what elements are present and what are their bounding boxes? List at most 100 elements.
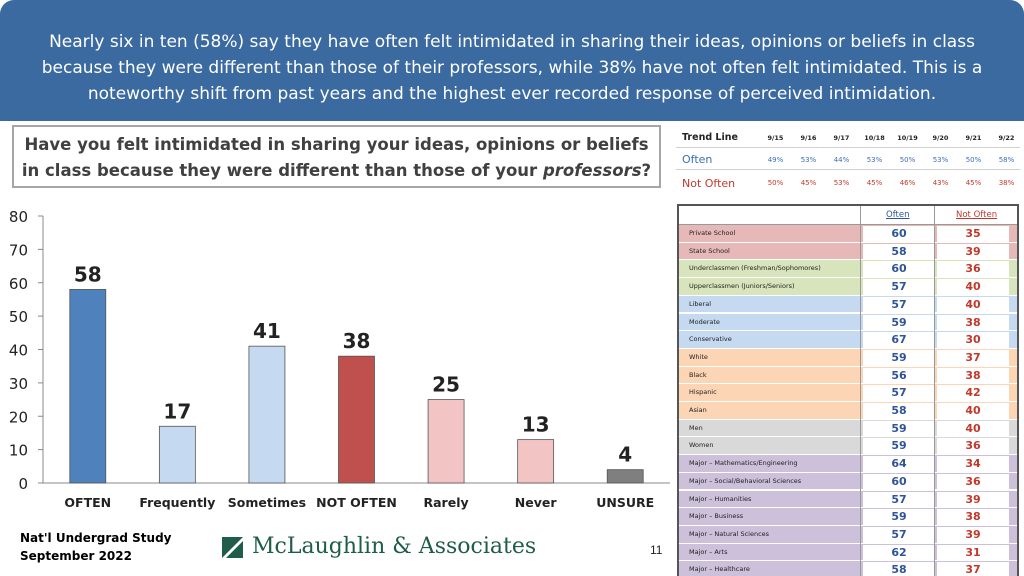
demographic-often-value: 59 bbox=[863, 420, 935, 437]
bar-value-label: 38 bbox=[343, 329, 371, 353]
bar-never bbox=[517, 439, 555, 484]
category-label: Never bbox=[515, 495, 558, 510]
trend-date: 10/18 bbox=[864, 134, 885, 142]
question-italic: professors bbox=[542, 161, 642, 180]
bar-value-label: 58 bbox=[74, 262, 102, 286]
demographic-not-often-value: 42 bbox=[937, 385, 1009, 402]
trend-date: 9/16 bbox=[800, 134, 817, 142]
y-tick-label: 20 bbox=[9, 408, 28, 426]
demographic-label: Major – Mathematics/Engineering bbox=[689, 459, 798, 468]
demographic-row: Upperclassmen (Juniors/Seniors) 57 40 bbox=[679, 278, 1017, 296]
logo-mark-icon bbox=[222, 537, 243, 558]
demographics-header: Often Not Often bbox=[679, 206, 1017, 225]
trend-not-often-value: 53% bbox=[833, 179, 850, 187]
demographic-not-often-value: 40 bbox=[937, 296, 1009, 313]
demographic-row: Underclassmen (Freshman/Sophomores) 60 36 bbox=[679, 260, 1017, 279]
y-tick-label: 80 bbox=[9, 208, 28, 226]
demographic-label: White bbox=[689, 352, 708, 361]
demographic-row: Major – Humanities 57 39 bbox=[679, 490, 1017, 509]
demographic-label: Major – Arts bbox=[689, 547, 728, 556]
study-name: Nat'l Undergrad Study bbox=[20, 531, 172, 545]
demographic-often-value: 62 bbox=[863, 544, 935, 561]
category-label: Frequently bbox=[139, 495, 215, 510]
demographic-row: State School 58 39 bbox=[679, 242, 1017, 261]
demographic-label: Major – Business bbox=[689, 512, 744, 521]
trend-not-often-value: 46% bbox=[899, 179, 916, 187]
demographic-often-value: 59 bbox=[863, 314, 935, 331]
trend-title: Trend Line bbox=[682, 132, 738, 143]
demographic-label: Underclassmen (Freshman/Sophomores) bbox=[689, 264, 821, 273]
trend-line-table: Trend Line 9/15 9/16 9/17 10/18 10/19 9/20 9/2… bbox=[676, 126, 1020, 194]
demographic-label: Hispanic bbox=[689, 388, 717, 397]
y-tick-label: 40 bbox=[9, 342, 28, 360]
demographic-not-often-value: 37 bbox=[937, 562, 1009, 576]
category-label: NOT OFTEN bbox=[316, 495, 397, 510]
demographic-not-often-value: 39 bbox=[937, 491, 1009, 508]
demographic-row: Liberal 57 40 bbox=[679, 295, 1017, 314]
category-label: UNSURE bbox=[596, 495, 654, 510]
demographic-often-value: 59 bbox=[863, 349, 935, 366]
demographic-often-value: 57 bbox=[863, 385, 935, 402]
trend-header-row: Trend Line 9/15 9/16 9/17 10/18 10/19 9/20 9/2… bbox=[676, 126, 1020, 148]
question-text: Have you felt intimidated in sharing you… bbox=[21, 135, 649, 180]
demographic-label: Moderate bbox=[689, 317, 720, 326]
trend-not-often-value: 38% bbox=[998, 179, 1015, 187]
header-banner: Nearly six in ten (58%) say they have of… bbox=[0, 0, 1024, 121]
demographic-row: Private School 60 35 bbox=[679, 225, 1017, 243]
demographic-not-often-value: 39 bbox=[937, 243, 1009, 260]
study-date: September 2022 bbox=[20, 549, 132, 563]
trend-often-value: 53% bbox=[866, 156, 883, 164]
demographic-label: Asian bbox=[689, 406, 707, 414]
demographic-row: Hispanic 57 42 bbox=[679, 384, 1017, 402]
demographic-row: Asian 58 40 bbox=[679, 402, 1017, 420]
trend-date: 9/22 bbox=[998, 134, 1015, 142]
demographic-label: State School bbox=[689, 246, 730, 255]
demographic-label: Major – Natural Sciences bbox=[689, 529, 770, 538]
demographic-row: Major – Mathematics/Engineering 64 34 bbox=[679, 455, 1017, 473]
bar-value-label: 13 bbox=[522, 413, 550, 437]
demographic-not-often-value: 31 bbox=[937, 544, 1009, 561]
bar-value-label: 4 bbox=[618, 443, 632, 467]
demographic-not-often-value: 37 bbox=[937, 349, 1009, 366]
demographic-row: Major – Business 59 38 bbox=[679, 508, 1017, 526]
trend-date: 10/19 bbox=[897, 134, 918, 142]
demographic-often-value: 57 bbox=[863, 296, 935, 313]
y-tick-label: 70 bbox=[9, 241, 28, 259]
trend-often-value: 50% bbox=[899, 156, 916, 164]
demographic-often-value: 59 bbox=[863, 438, 935, 455]
demographic-row: Major – Healthcare 58 37 bbox=[679, 561, 1017, 576]
study-info: Nat'l Undergrad Study September 2022 bbox=[20, 529, 171, 565]
logo-text: McLaughlin & Associates bbox=[252, 534, 537, 559]
demographic-label: Major – Healthcare bbox=[689, 565, 750, 574]
demographic-row: Major – Social/Behavioral Sciences 60 36 bbox=[679, 472, 1017, 491]
trend-date: 9/20 bbox=[932, 134, 949, 142]
demographic-often-value: 67 bbox=[863, 332, 935, 349]
demographic-often-value: 60 bbox=[863, 226, 935, 242]
demographic-row: Men 59 40 bbox=[679, 419, 1017, 438]
demographic-row: Major – Natural Sciences 57 39 bbox=[679, 525, 1017, 544]
trend-often-row: Often 49% 53% 44% 53% 50% 53% 50% 58% bbox=[676, 148, 1020, 170]
trend-often-value: 53% bbox=[800, 156, 817, 164]
trend-often-value: 44% bbox=[833, 156, 850, 164]
trend-date: 9/15 bbox=[767, 134, 784, 142]
bar-often bbox=[69, 289, 107, 484]
bar-value-label: 25 bbox=[432, 373, 460, 397]
demographic-row: Major – Arts 62 31 bbox=[679, 543, 1017, 562]
demographic-often-value: 56 bbox=[863, 367, 935, 384]
trend-often-value: 58% bbox=[998, 156, 1015, 164]
demographic-label: Black bbox=[689, 370, 707, 379]
demographic-often-value: 60 bbox=[863, 261, 935, 278]
demographic-label: Major – Social/Behavioral Sciences bbox=[689, 476, 802, 485]
y-tick-label: 50 bbox=[9, 308, 28, 326]
demographic-not-often-value: 38 bbox=[937, 314, 1009, 331]
y-tick-label: 0 bbox=[18, 475, 28, 493]
trend-often-value: 50% bbox=[965, 156, 982, 164]
demographic-label: Upperclassmen (Juniors/Seniors) bbox=[689, 282, 795, 291]
bar-rarely bbox=[427, 399, 465, 484]
bar-chart: 0 10 20 30 40 50 60 70 80 58 OFTEN 17 Frequently 41 So… bbox=[9, 208, 670, 510]
demographic-row: Moderate 59 38 bbox=[679, 313, 1017, 332]
demographic-often-value: 58 bbox=[863, 403, 935, 419]
y-tick-label: 10 bbox=[9, 442, 28, 460]
header-text: Nearly six in ten (58%) say they have of… bbox=[41, 32, 983, 104]
table-divider bbox=[934, 206, 935, 576]
